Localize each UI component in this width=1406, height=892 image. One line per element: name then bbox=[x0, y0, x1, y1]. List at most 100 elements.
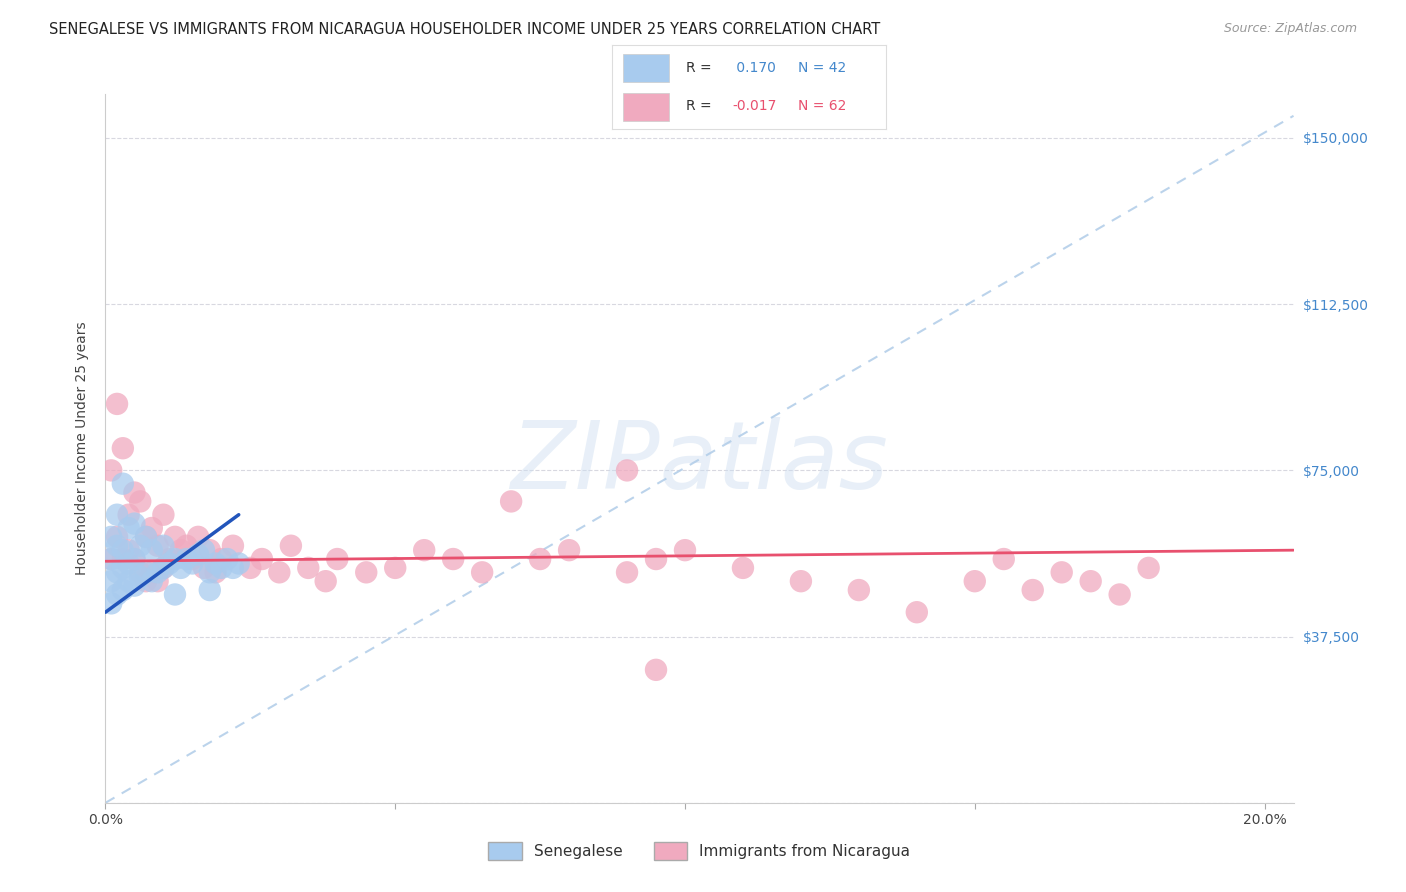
Point bbox=[198, 583, 221, 598]
Point bbox=[111, 442, 134, 456]
Point bbox=[135, 530, 157, 544]
Point bbox=[170, 543, 193, 558]
Point bbox=[297, 561, 319, 575]
Point bbox=[163, 530, 186, 544]
Point bbox=[1050, 566, 1073, 580]
Point bbox=[187, 530, 209, 544]
Point bbox=[117, 557, 139, 571]
Point bbox=[848, 583, 870, 598]
Point bbox=[105, 397, 128, 411]
Point bbox=[146, 539, 169, 553]
Point bbox=[124, 579, 146, 593]
Point bbox=[111, 561, 134, 575]
Bar bbox=[623, 93, 669, 120]
Text: R =: R = bbox=[686, 61, 716, 75]
Point bbox=[529, 552, 551, 566]
Text: SENEGALESE VS IMMIGRANTS FROM NICARAGUA HOUSEHOLDER INCOME UNDER 25 YEARS CORREL: SENEGALESE VS IMMIGRANTS FROM NICARAGUA … bbox=[49, 22, 880, 37]
Bar bbox=[623, 54, 669, 82]
Point bbox=[170, 561, 193, 575]
Point bbox=[1022, 583, 1045, 598]
Point bbox=[100, 552, 122, 566]
Point bbox=[100, 463, 122, 477]
Point bbox=[181, 557, 204, 571]
Point bbox=[105, 508, 128, 522]
Point bbox=[1137, 561, 1160, 575]
Point bbox=[105, 539, 128, 553]
Text: 0.170: 0.170 bbox=[733, 61, 776, 75]
Text: -0.017: -0.017 bbox=[733, 100, 776, 113]
Point bbox=[117, 521, 139, 535]
Point bbox=[124, 516, 146, 531]
Point bbox=[129, 566, 152, 580]
Point bbox=[645, 552, 668, 566]
Point bbox=[163, 587, 186, 601]
Point bbox=[124, 552, 146, 566]
Point bbox=[280, 539, 302, 553]
Point bbox=[501, 494, 523, 508]
Point bbox=[111, 476, 134, 491]
Point bbox=[384, 561, 406, 575]
Point bbox=[176, 539, 198, 553]
Text: Source: ZipAtlas.com: Source: ZipAtlas.com bbox=[1223, 22, 1357, 36]
Point bbox=[176, 552, 198, 566]
Point bbox=[111, 552, 134, 566]
Point bbox=[100, 530, 122, 544]
Point bbox=[117, 543, 139, 558]
Point bbox=[135, 566, 157, 580]
Point bbox=[187, 548, 209, 562]
Point bbox=[193, 543, 215, 558]
Point bbox=[645, 663, 668, 677]
Point bbox=[141, 574, 163, 589]
Point bbox=[239, 561, 262, 575]
Point bbox=[354, 566, 377, 580]
Point bbox=[441, 552, 464, 566]
Point bbox=[269, 566, 291, 580]
Point bbox=[105, 530, 128, 544]
Point bbox=[204, 566, 226, 580]
Point bbox=[152, 508, 174, 522]
Point bbox=[790, 574, 813, 589]
Point bbox=[731, 561, 754, 575]
Point bbox=[673, 543, 696, 558]
Point bbox=[105, 587, 128, 601]
Text: N = 62: N = 62 bbox=[799, 100, 846, 113]
Point bbox=[157, 552, 180, 566]
Point bbox=[616, 463, 638, 477]
Text: N = 42: N = 42 bbox=[799, 61, 846, 75]
Point bbox=[315, 574, 337, 589]
Point bbox=[111, 583, 134, 598]
Point bbox=[217, 552, 239, 566]
Point bbox=[135, 574, 157, 589]
Point bbox=[124, 552, 146, 566]
Point bbox=[117, 508, 139, 522]
Point bbox=[129, 570, 152, 584]
Point bbox=[146, 574, 169, 589]
Point bbox=[413, 543, 436, 558]
Point bbox=[100, 596, 122, 610]
Point bbox=[616, 566, 638, 580]
Text: ZIPatlas: ZIPatlas bbox=[510, 417, 889, 508]
Point bbox=[163, 552, 186, 566]
Point bbox=[209, 552, 232, 566]
Point bbox=[141, 566, 163, 580]
Point bbox=[111, 543, 134, 558]
Point bbox=[181, 552, 204, 566]
Point bbox=[993, 552, 1015, 566]
Point bbox=[222, 561, 245, 575]
Point bbox=[193, 561, 215, 575]
Point bbox=[129, 494, 152, 508]
Point bbox=[1108, 587, 1130, 601]
Point bbox=[100, 552, 122, 566]
Point bbox=[198, 566, 221, 580]
Point bbox=[129, 539, 152, 553]
Point bbox=[228, 557, 250, 571]
Y-axis label: Householder Income Under 25 years: Householder Income Under 25 years bbox=[76, 321, 90, 575]
Point bbox=[157, 557, 180, 571]
Point bbox=[326, 552, 349, 566]
Point bbox=[141, 521, 163, 535]
Point bbox=[1080, 574, 1102, 589]
Point bbox=[209, 561, 232, 575]
Legend: Senegalese, Immigrants from Nicaragua: Senegalese, Immigrants from Nicaragua bbox=[482, 836, 917, 866]
Point bbox=[146, 566, 169, 580]
Point bbox=[141, 543, 163, 558]
